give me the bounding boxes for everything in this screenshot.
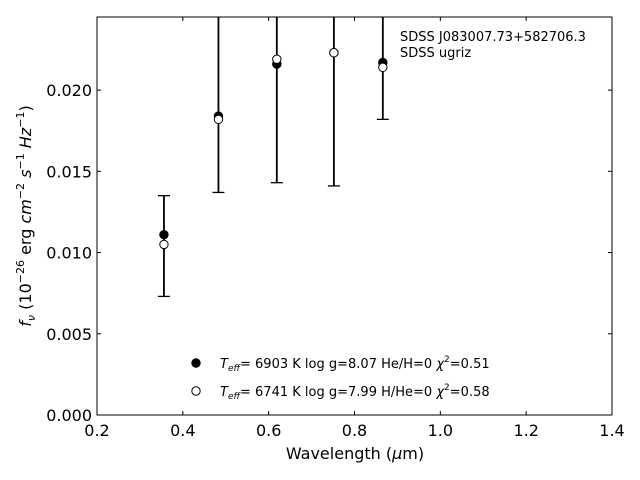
x-axis-ticks: 0.2 0.4 0.6 0.8 1.0 1.2 1.4 (84, 17, 625, 440)
x-tick-label: 0.2 (84, 421, 109, 440)
data-point-open (378, 62, 388, 73)
y-tick-label: 0.020 (46, 81, 92, 100)
legend-marker-open (191, 386, 201, 396)
data-points (159, 48, 388, 250)
y-tick-label: 0.015 (46, 162, 92, 181)
y-axis-label: fν (10−26 erg cm−2 s−1 Hz−1) (14, 105, 38, 326)
legend: Teff= 6903 K log g=8.07 He/H=0 χ2=0.51 T… (191, 355, 490, 402)
x-tick-label: 1.2 (513, 421, 538, 440)
data-point-open (329, 48, 339, 58)
plot-area (96, 16, 613, 416)
x-tick-label: 1.0 (428, 421, 453, 440)
y-axis-ticks: 0.000 0.005 0.010 0.015 0.020 (46, 81, 612, 425)
x-axis-label: Wavelength (μm) (286, 444, 424, 463)
data-point-filled (159, 229, 169, 240)
legend-entry-2: Teff= 6741 K log g=7.99 H/He=0 χ2=0.58 (220, 383, 490, 402)
x-tick-label: 0.8 (342, 421, 367, 440)
x-tick-label: 0.4 (170, 421, 195, 440)
y-tick-label: 0.005 (46, 325, 92, 344)
annotation-photometry: SDSS ugriz (400, 46, 471, 61)
legend-marker-filled (191, 358, 201, 368)
legend-entry-1: Teff= 6903 K log g=8.07 He/H=0 χ2=0.51 (220, 355, 490, 374)
y-tick-label: 0.010 (46, 244, 92, 263)
data-point-open (213, 114, 224, 125)
data-point-open (272, 54, 282, 64)
data-point-open (159, 239, 169, 250)
annotation-object-name: SDSS J083007.73+582706.3 (400, 30, 586, 45)
y-tick-label: 0.000 (46, 406, 92, 425)
x-tick-label: 0.6 (256, 421, 281, 440)
x-tick-label: 1.4 (599, 421, 624, 440)
plot-frame (96, 16, 613, 416)
